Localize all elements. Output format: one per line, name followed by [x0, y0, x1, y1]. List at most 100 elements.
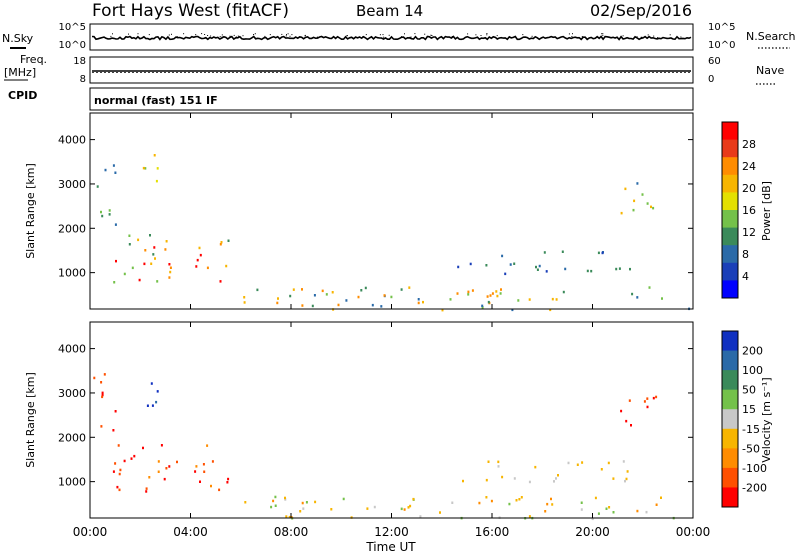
- range-gate-cell: [114, 462, 117, 465]
- range-gate-cell: [290, 516, 293, 519]
- range-gate-cell: [194, 470, 197, 473]
- nave-label: Nave: [756, 64, 784, 77]
- range-gate-cell: [417, 301, 420, 305]
- range-gate-cell: [218, 488, 221, 492]
- range-gate-cell: [144, 249, 147, 252]
- nsearch-dot: [137, 33, 139, 35]
- range-gate-cell: [112, 164, 115, 167]
- nsearch-dot: [467, 33, 469, 35]
- range-gate-cell: [645, 510, 648, 514]
- range-gate-cell: [636, 509, 639, 513]
- range-gate-cell: [145, 487, 148, 490]
- range-gate-cell: [119, 468, 122, 472]
- range-gate-cell: [314, 500, 317, 504]
- nsearch-dot: [240, 36, 242, 38]
- x-tick-label: 12:00: [374, 525, 409, 539]
- range-gate-cell: [313, 294, 316, 297]
- nsearch-dot: [383, 36, 385, 38]
- range-gate-cell: [123, 272, 126, 276]
- range-gate-cell: [487, 300, 490, 304]
- nsearch-tick-bottom: 10^0: [708, 40, 735, 51]
- range-gate-cell: [220, 241, 223, 244]
- range-gate-cell: [646, 405, 649, 409]
- range-gate-cell: [605, 507, 608, 510]
- range-gate-cell: [380, 305, 383, 308]
- range-gate-cell: [581, 461, 584, 464]
- nsearch-dot: [647, 34, 649, 36]
- range-gate-cell: [157, 470, 160, 473]
- range-gate-cell: [114, 223, 117, 226]
- range-gate-cell: [481, 306, 484, 309]
- nsearch-dot: [253, 34, 255, 35]
- range-gate-cell: [538, 264, 541, 268]
- range-gate-cell: [101, 214, 104, 218]
- range-gate-cell: [633, 199, 636, 203]
- range-gate-cell: [100, 425, 103, 428]
- range-gate-cell: [366, 507, 369, 510]
- nsearch-dot: [365, 34, 367, 36]
- nsearch-dot: [304, 34, 306, 36]
- range-gate-cell: [562, 290, 565, 294]
- power-colorbar: 28 24 20 16 12 8 4: [721, 121, 756, 299]
- nsearch-tick-top: 10^5: [708, 22, 735, 33]
- colorbar-tick-label: 8: [742, 248, 749, 261]
- range-gate-cell: [225, 264, 228, 268]
- range-gate-cell: [629, 267, 631, 271]
- range-gate-cell: [652, 396, 655, 400]
- nsearch-dot: [622, 35, 624, 37]
- range-gate-cell: [409, 504, 412, 508]
- range-gate-cell: [580, 501, 583, 504]
- range-gate-cell: [513, 477, 516, 480]
- colorbar-tick-label: -200: [742, 481, 767, 494]
- x-tick-label: 20:00: [575, 525, 610, 539]
- nsearch-dot: [571, 36, 573, 37]
- range-gate-cell: [449, 298, 452, 301]
- nsearch-dot: [233, 34, 235, 36]
- range-gate-cell: [302, 507, 305, 510]
- range-gate-cell: [305, 501, 308, 504]
- range-gate-cell: [311, 304, 314, 308]
- range-gate-cell: [620, 409, 623, 413]
- range-gate-cell: [624, 187, 627, 191]
- range-gate-cell: [515, 499, 518, 502]
- colorbar-tick-label: 50: [742, 384, 756, 397]
- nsearch-dot: [130, 36, 132, 38]
- range-gate-cell: [137, 238, 140, 242]
- range-gate-cell: [169, 270, 172, 274]
- range-gate-cell: [151, 404, 154, 407]
- range-gate-cell: [612, 511, 615, 514]
- range-gate-cell: [501, 254, 504, 258]
- range-gate-cell: [152, 253, 155, 256]
- range-gate-cell: [157, 460, 160, 463]
- range-gate-cell: [478, 501, 481, 505]
- range-gate-cell: [301, 288, 303, 291]
- range-gate-cell: [168, 263, 171, 266]
- range-gate-cell: [288, 515, 291, 519]
- nsearch-dot: [235, 36, 237, 38]
- range-gate-cell: [528, 515, 531, 518]
- range-gate-cell: [138, 278, 141, 282]
- nsearch-dot: [219, 36, 221, 38]
- range-gate-cell: [400, 288, 403, 291]
- range-gate-cell: [518, 498, 521, 501]
- nsearch-dot: [496, 35, 498, 37]
- velocity-colorbar-label: Velocity [m s⁻¹]: [760, 377, 773, 462]
- range-gate-cell: [481, 304, 484, 308]
- range-gate-cell: [256, 288, 259, 292]
- range-gate-cell: [551, 503, 554, 506]
- range-gate-cell: [612, 477, 615, 480]
- range-gate-cell: [439, 511, 441, 514]
- range-gate-cell: [462, 479, 464, 483]
- range-gate-cell: [660, 496, 662, 499]
- range-gate-cell: [441, 308, 444, 312]
- nsearch-dot: [531, 35, 533, 37]
- range-gate-cell: [508, 502, 511, 506]
- x-tick-label: 04:00: [173, 525, 208, 539]
- range-gate-cell: [485, 496, 488, 499]
- range-gate-cell: [457, 265, 460, 269]
- range-gate-cell: [648, 286, 651, 289]
- nsearch-dot: [321, 36, 323, 38]
- colorbar-swatch: [722, 245, 738, 264]
- power-data: [96, 154, 691, 312]
